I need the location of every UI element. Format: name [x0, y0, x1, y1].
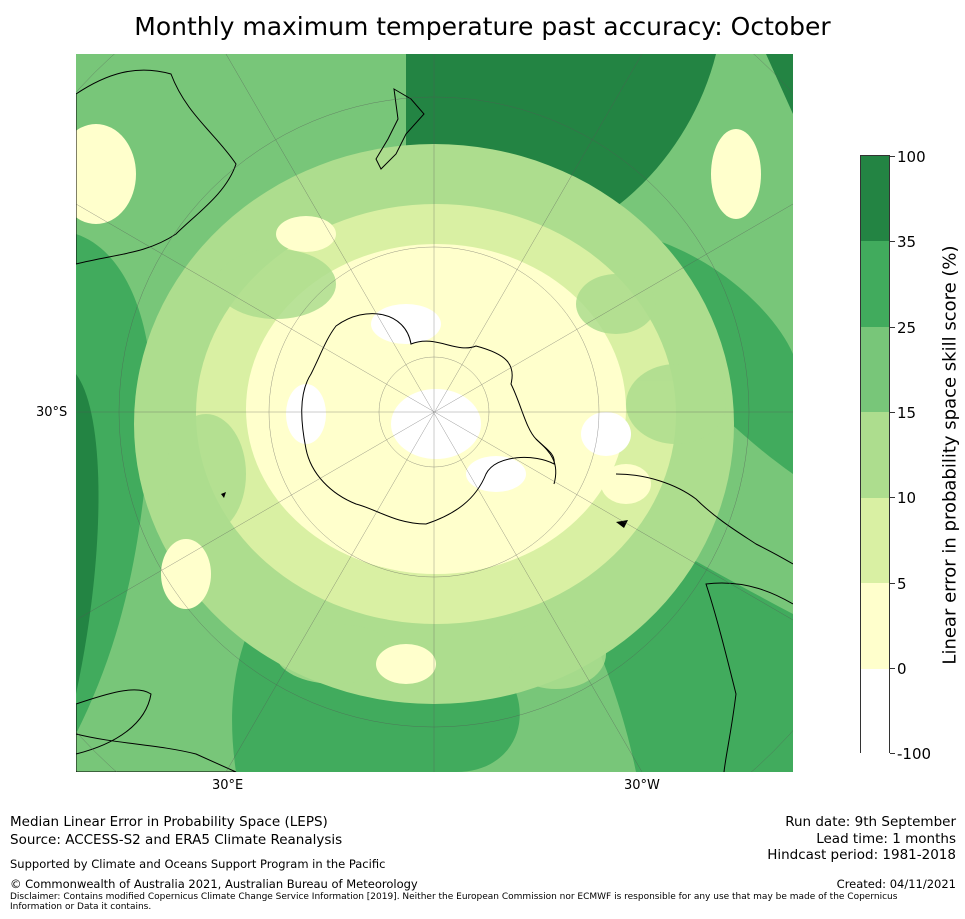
footer-support: Supported by Climate and Oceans Support … — [10, 857, 386, 871]
footer-method: Median Linear Error in Probability Space… — [10, 814, 328, 830]
colorbar-title: Linear error in probability space skill … — [939, 245, 961, 665]
australia-coastline — [76, 69, 237, 265]
colorbar-tick — [890, 668, 895, 669]
africa-coastline — [76, 689, 152, 755]
latitude-label: 30°S — [36, 405, 68, 420]
south-america-coastline — [615, 473, 793, 565]
south-america-coastline — [705, 582, 793, 772]
footer-created: Created: 04/11/2021 — [836, 877, 956, 891]
colorbar-tick — [890, 753, 895, 754]
island — [221, 492, 226, 498]
colorbar-label: 0 — [897, 660, 907, 678]
antarctica-coastline — [301, 313, 555, 525]
footer-copyright: © Commonwealth of Australia 2021, Austra… — [10, 877, 418, 891]
footer-run-date: Run date: 9th September — [785, 814, 956, 830]
graticule — [76, 54, 793, 772]
footer-disclaimer: Disclaimer: Contains modified Copernicus… — [10, 892, 898, 912]
colorbar-segment — [861, 583, 889, 669]
africa-coastline — [76, 733, 237, 772]
colorbar-segment — [861, 669, 889, 754]
colorbar-label: 100 — [897, 148, 926, 166]
colorbar-segment — [861, 412, 889, 498]
colorbar-label: 15 — [897, 404, 917, 422]
map-panel — [76, 54, 793, 772]
longitude-label-east: 30°E — [212, 778, 244, 793]
colorbar-label: 35 — [897, 233, 917, 251]
colorbar-segment — [861, 156, 889, 241]
new-zealand-coastline — [375, 88, 425, 170]
colorbar-label: 25 — [897, 319, 917, 337]
colorbar-tick — [890, 497, 895, 498]
colorbar-segment — [861, 241, 889, 327]
skill-patches — [166, 249, 726, 689]
colorbar-label: -100 — [897, 745, 932, 763]
colorbar — [860, 155, 890, 754]
colorbar-tick — [890, 241, 895, 242]
colorbar-tick — [890, 327, 895, 328]
colorbar-tick — [890, 156, 895, 157]
colorbar-label: 10 — [897, 489, 917, 507]
colorbar-tick — [890, 583, 895, 584]
skill-patches-low — [76, 124, 761, 684]
colorbar-segment — [861, 498, 889, 583]
colorbar-tick — [890, 412, 895, 413]
skill-region-high — [766, 54, 793, 114]
antarctic-peninsula-coastline — [535, 438, 557, 485]
falklands-island — [616, 520, 628, 528]
footer-hindcast: Hindcast period: 1981-2018 — [767, 847, 956, 863]
footer-lead-time: Lead time: 1 months — [816, 831, 956, 847]
colorbar-segment — [861, 327, 889, 412]
skill-region-high — [76, 374, 99, 694]
colorbar-label: 5 — [897, 575, 907, 593]
longitude-label-west: 30°W — [624, 778, 660, 793]
chart-title: Monthly maximum temperature past accurac… — [134, 12, 831, 41]
footer-source: Source: ACCESS-S2 and ERA5 Climate Reana… — [10, 832, 343, 848]
